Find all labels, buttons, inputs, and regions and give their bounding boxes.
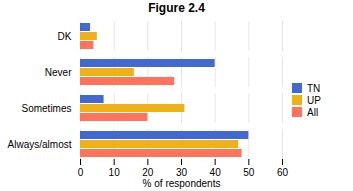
- svg-text:Never: Never: [45, 67, 72, 78]
- svg-text:DK: DK: [58, 31, 72, 42]
- svg-text:% of respondents: % of respondents: [143, 178, 221, 189]
- html-text:UP: UP: [307, 94, 321, 106]
- html-text:All: All: [307, 106, 319, 118]
- svg-text:30: 30: [176, 167, 188, 178]
- svg-text:Always/almost: Always/almost: [8, 139, 72, 150]
- svg-text:Sometimes: Sometimes: [21, 103, 71, 114]
- svg-text:60: 60: [277, 167, 289, 178]
- html-text:TN: TN: [307, 82, 321, 94]
- svg-text:20: 20: [142, 167, 154, 178]
- svg-text:10: 10: [109, 167, 121, 178]
- svg-text:0: 0: [78, 167, 84, 178]
- svg-text:50: 50: [243, 167, 255, 178]
- html-text:Figure 2.4: Figure 2.4: [148, 1, 205, 15]
- svg-text:40: 40: [210, 167, 222, 178]
